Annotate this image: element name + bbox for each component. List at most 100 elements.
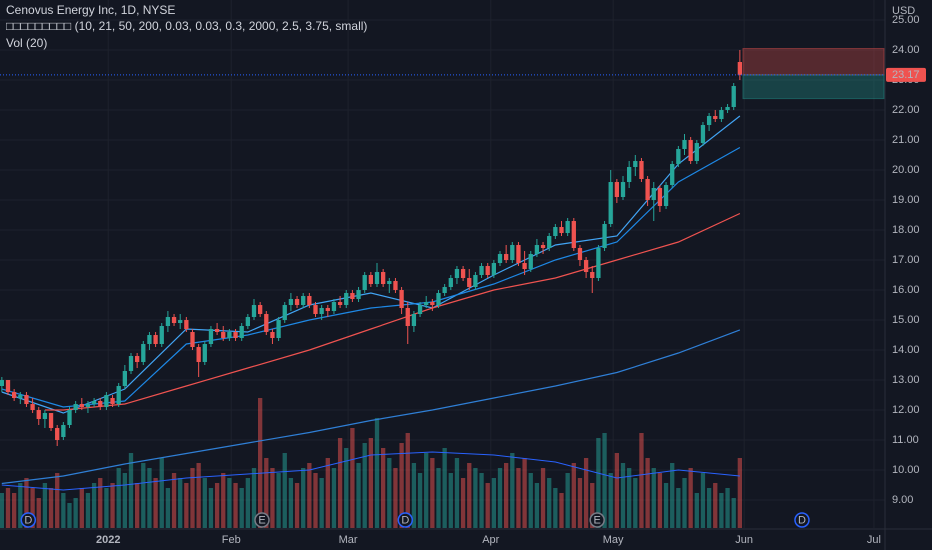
candle-body — [577, 248, 583, 261]
candle-body — [11, 392, 17, 399]
volume-bar — [48, 488, 54, 528]
candle-body — [368, 275, 374, 285]
candle-body — [497, 254, 503, 264]
stop-zone — [742, 48, 885, 76]
candle-body — [134, 356, 140, 363]
price-tag — [886, 67, 926, 82]
volume-bar — [713, 483, 718, 528]
candle-body — [196, 347, 201, 363]
candle-body — [362, 275, 367, 291]
candle-body — [128, 356, 134, 372]
candle-body — [454, 269, 460, 279]
volume-bar — [479, 473, 484, 528]
volume-bar — [454, 458, 460, 528]
volume-bar — [473, 468, 478, 528]
volume-bar — [430, 458, 435, 528]
volume-bar — [491, 478, 497, 528]
event-marker — [20, 512, 37, 528]
indicator-label: □□□□□□□□□ (10, 21, 50, 200, 0.03, 0.03, … — [6, 19, 367, 33]
volume-bar — [301, 468, 306, 528]
y-tick-label: 11.00 — [892, 434, 919, 446]
event-label: D — [24, 514, 32, 526]
volume-bar — [251, 468, 257, 528]
y-tick-label: 9.00 — [892, 494, 913, 506]
volume-bar — [313, 473, 318, 528]
volume-bar — [547, 478, 552, 528]
volume-bar — [374, 418, 380, 528]
candle-body — [55, 428, 60, 441]
y-tick-label: 24.00 — [892, 44, 920, 56]
x-tick-label: Jul — [867, 534, 881, 546]
y-tick-label: 18.00 — [892, 224, 920, 236]
volume-bar — [171, 473, 177, 528]
candle-body — [141, 344, 146, 363]
volume-bar — [36, 498, 41, 528]
candle-body — [116, 386, 121, 405]
candle-body — [159, 326, 164, 345]
candle-body — [571, 221, 576, 249]
candle-body — [350, 293, 355, 300]
candle-body — [239, 326, 244, 339]
candle-body — [319, 308, 324, 315]
candle-body — [18, 395, 23, 399]
candle-body — [178, 320, 183, 324]
candle-body — [627, 167, 632, 183]
candle-body — [337, 302, 343, 306]
volume-bar — [448, 473, 453, 528]
volume-bar — [645, 458, 650, 528]
candle-body — [356, 290, 361, 300]
volume-bar — [522, 458, 527, 528]
volume-bar — [55, 473, 60, 528]
candle-body — [706, 116, 712, 126]
candle-body — [731, 86, 736, 108]
candle-body — [85, 404, 91, 408]
volume-bar — [700, 473, 706, 528]
candle-body — [399, 290, 404, 309]
candle-body — [171, 317, 177, 324]
volume-bar — [5, 488, 11, 528]
candle-body — [436, 293, 441, 306]
candle-body — [430, 302, 435, 306]
volume-bar — [688, 468, 693, 528]
volume-bar — [627, 468, 632, 528]
chart-title: Cenovus Energy Inc, 1D, NYSE — [6, 3, 175, 17]
volume-bar — [61, 493, 66, 528]
candle-body — [663, 185, 669, 207]
candle-body — [110, 398, 115, 405]
volume-bar — [178, 478, 183, 528]
volume-bar — [11, 493, 17, 528]
volume-bar — [399, 443, 404, 528]
candle-body — [467, 278, 472, 288]
volume-bar — [510, 453, 515, 528]
candle-body — [98, 401, 103, 408]
candle-body — [153, 335, 158, 345]
candle-body — [67, 410, 72, 426]
volume-bar — [657, 473, 663, 528]
candle-body — [448, 278, 453, 288]
candle-body — [214, 329, 220, 333]
candle-body — [522, 263, 527, 270]
volume-bar — [436, 468, 441, 528]
candle-body — [565, 221, 570, 234]
candle-body — [344, 293, 349, 306]
volume-bar — [141, 463, 146, 528]
volume-bar — [331, 468, 337, 528]
candle-body — [24, 395, 29, 405]
volume-bar — [208, 488, 214, 528]
volume-bar — [405, 433, 410, 528]
y-tick-label: 16.00 — [892, 284, 920, 296]
volume-bar — [694, 493, 699, 528]
x-tick-label: Feb — [222, 534, 241, 546]
y-tick-label: 14.00 — [892, 344, 920, 356]
candle-body — [165, 317, 171, 327]
volume-bar — [196, 463, 201, 528]
candle-body — [257, 305, 263, 315]
volume-bar — [227, 478, 232, 528]
volume-bar — [411, 463, 417, 528]
price-tag-label: 23.17 — [892, 69, 920, 81]
volume-bar — [319, 478, 324, 528]
volume-bar — [639, 433, 644, 528]
candle-body — [393, 281, 398, 291]
candle-body — [288, 299, 294, 306]
volume-bar — [614, 453, 620, 528]
